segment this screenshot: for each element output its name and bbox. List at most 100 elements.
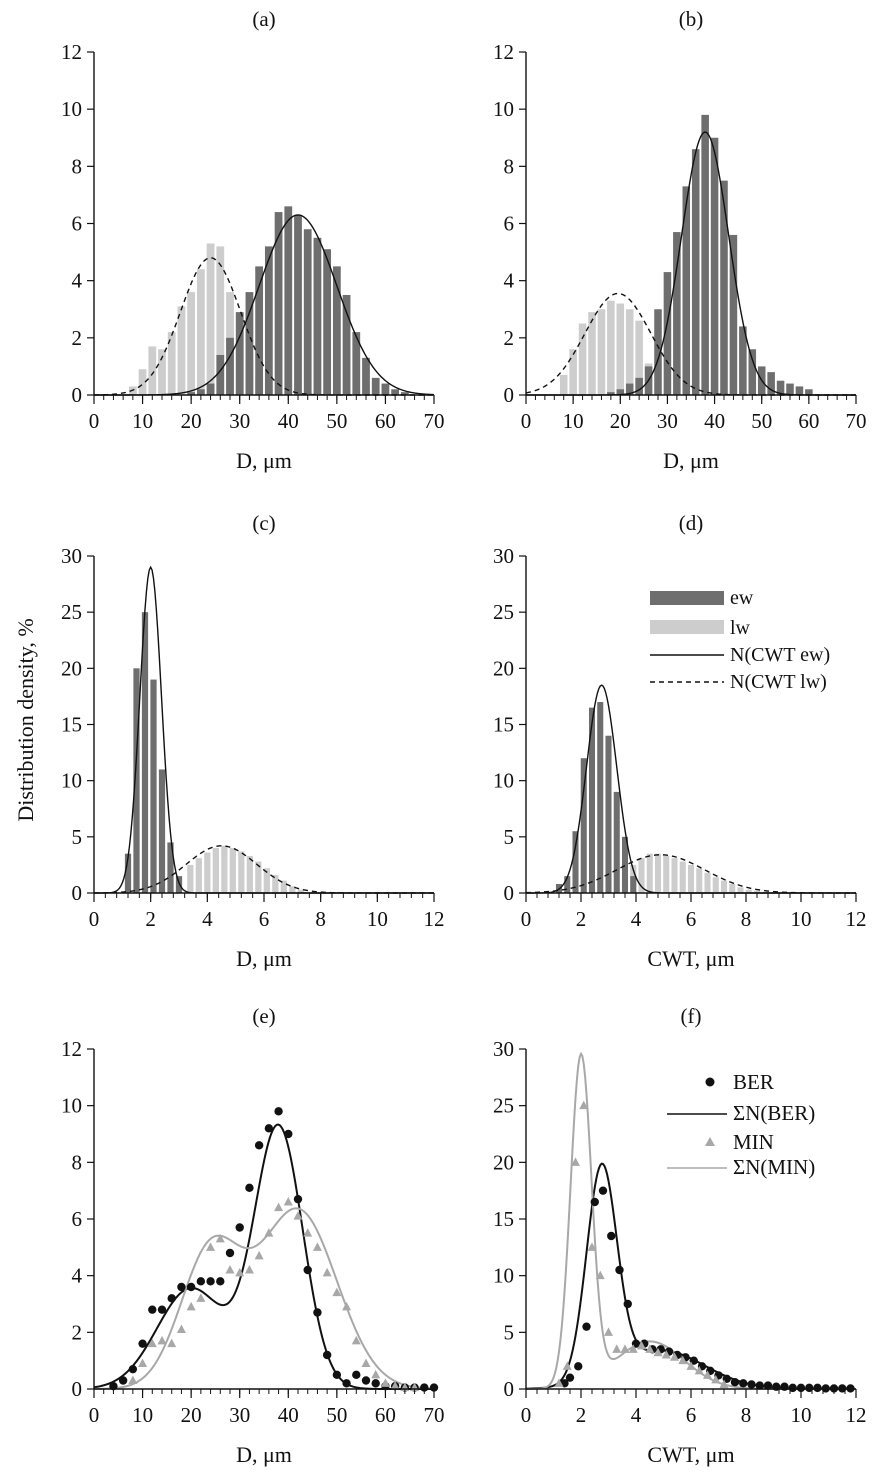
x-tick-label: 6 bbox=[259, 907, 270, 931]
bar-ew bbox=[720, 180, 728, 395]
y-tick-label: 2 bbox=[72, 1320, 83, 1344]
panel-f: (f) 0 2 4 6 8 10 12 0 5 10 15 20 25 30 CWT, μm bbox=[493, 1004, 867, 1467]
x-tick-label: 20 bbox=[181, 1403, 202, 1427]
series-lw bbox=[621, 853, 769, 893]
point-ber bbox=[582, 1322, 591, 1331]
point-min bbox=[167, 1338, 177, 1348]
point-min bbox=[342, 1301, 352, 1311]
point-ber bbox=[206, 1277, 215, 1286]
point-min bbox=[571, 1157, 580, 1166]
y-tick-label: 8 bbox=[504, 154, 515, 178]
bar-lw bbox=[720, 880, 728, 893]
y-tick-label: 5 bbox=[72, 825, 83, 849]
bar-lw bbox=[687, 864, 695, 893]
point-min bbox=[645, 1344, 655, 1353]
bar-ew bbox=[682, 186, 691, 395]
x-tick-label: 40 bbox=[278, 409, 299, 433]
legend-label-min: MIN bbox=[733, 1130, 774, 1154]
bar-ew bbox=[342, 294, 351, 395]
bar-lw bbox=[646, 853, 653, 893]
point-min bbox=[244, 1265, 254, 1274]
bar-ew bbox=[124, 853, 132, 893]
panel-title: (d) bbox=[679, 511, 704, 535]
bar-lw bbox=[638, 858, 645, 893]
point-ber bbox=[293, 1194, 303, 1204]
bar-lw bbox=[263, 868, 270, 893]
y-tick-label: 4 bbox=[72, 1264, 83, 1288]
bar-ew bbox=[226, 337, 234, 395]
x-tick-label: 0 bbox=[89, 1403, 100, 1427]
point-ber bbox=[284, 1129, 293, 1139]
point-min bbox=[235, 1267, 245, 1277]
x-tick-label: 4 bbox=[202, 907, 213, 931]
y-tick-label: 6 bbox=[504, 212, 515, 236]
bar-lw bbox=[255, 861, 262, 893]
x-tick-label: 10 bbox=[791, 907, 812, 931]
bar-ew bbox=[196, 389, 205, 395]
bar-ew bbox=[323, 249, 332, 395]
bar-ew bbox=[400, 392, 409, 395]
bar-ew bbox=[371, 377, 380, 395]
bar-ew bbox=[303, 229, 312, 395]
y-tick-label: 2 bbox=[504, 326, 515, 350]
legend-label-ber-fit: ΣN(BER) bbox=[733, 1101, 815, 1125]
fit-curve bbox=[525, 1162, 856, 1390]
panel-c: (c) 0 2 4 6 8 10 12 0 5 10 15 20 25 30 D, μm bbox=[61, 511, 445, 971]
bar-lw bbox=[712, 877, 719, 893]
point-ber bbox=[303, 1265, 312, 1275]
point-min bbox=[186, 1301, 196, 1311]
bar-ew bbox=[264, 246, 273, 395]
bar-lw bbox=[654, 853, 662, 893]
point-min bbox=[332, 1287, 342, 1297]
fit-curve bbox=[93, 1123, 434, 1390]
bar-ew bbox=[167, 842, 174, 893]
y-tick-label: 30 bbox=[493, 544, 514, 568]
bar-lw bbox=[148, 346, 157, 395]
x-tick-label: 30 bbox=[229, 409, 250, 433]
point-min bbox=[206, 1242, 216, 1251]
x-tick-label: 4 bbox=[631, 907, 642, 931]
point-min bbox=[138, 1358, 148, 1367]
point-min bbox=[196, 1293, 206, 1302]
bar-ew bbox=[767, 372, 775, 395]
point-min bbox=[719, 1379, 729, 1388]
point-ber bbox=[216, 1277, 225, 1286]
bar-lw bbox=[671, 858, 678, 893]
y-tick-label: 2 bbox=[72, 326, 83, 350]
bar-ew bbox=[332, 266, 341, 395]
x-tick-label: 2 bbox=[145, 907, 156, 931]
point-min bbox=[587, 1242, 597, 1251]
panel-d: (d) 0 2 4 6 8 10 12 0 5 10 15 20 25 30 CWT, μm bbox=[493, 511, 867, 971]
bar-lw bbox=[737, 887, 744, 893]
point-ber bbox=[371, 1379, 380, 1388]
bar-lw bbox=[663, 855, 670, 893]
x-axis-label: D, μm bbox=[663, 448, 719, 473]
bar-ew bbox=[572, 831, 579, 893]
y-tick-label: 0 bbox=[504, 881, 515, 905]
x-tick-label: 50 bbox=[326, 1403, 347, 1427]
x-tick-label: 12 bbox=[424, 907, 445, 931]
y-tick-label: 0 bbox=[72, 881, 83, 905]
point-min bbox=[371, 1369, 381, 1379]
x-axis-label: CWT, μm bbox=[647, 1442, 734, 1467]
bar-lw bbox=[158, 349, 166, 395]
bar-ew bbox=[691, 149, 700, 395]
bar-lw bbox=[187, 292, 196, 395]
x-tick-label: 10 bbox=[563, 409, 584, 433]
point-ber bbox=[805, 1383, 814, 1393]
y-tick-label: 15 bbox=[493, 713, 514, 737]
point-min bbox=[703, 1370, 712, 1379]
bar-lw bbox=[238, 851, 245, 893]
legend-swatch-ew bbox=[650, 591, 724, 605]
bar-ew bbox=[216, 354, 225, 395]
point-min bbox=[670, 1352, 679, 1361]
bar-ew bbox=[748, 349, 757, 395]
y-tick-label: 15 bbox=[493, 1207, 514, 1231]
panel-e: (e) 0 10 20 30 40 50 60 70 0 2 4 6 8 10 12 D, μm bbox=[61, 1004, 445, 1467]
x-tick-label: 8 bbox=[741, 907, 752, 931]
point-min bbox=[312, 1242, 322, 1251]
panel-title: (e) bbox=[252, 1004, 275, 1028]
bar-ew bbox=[158, 769, 166, 893]
legend-top: ew lw N(CWT ew) N(CWT lw) bbox=[650, 587, 830, 693]
